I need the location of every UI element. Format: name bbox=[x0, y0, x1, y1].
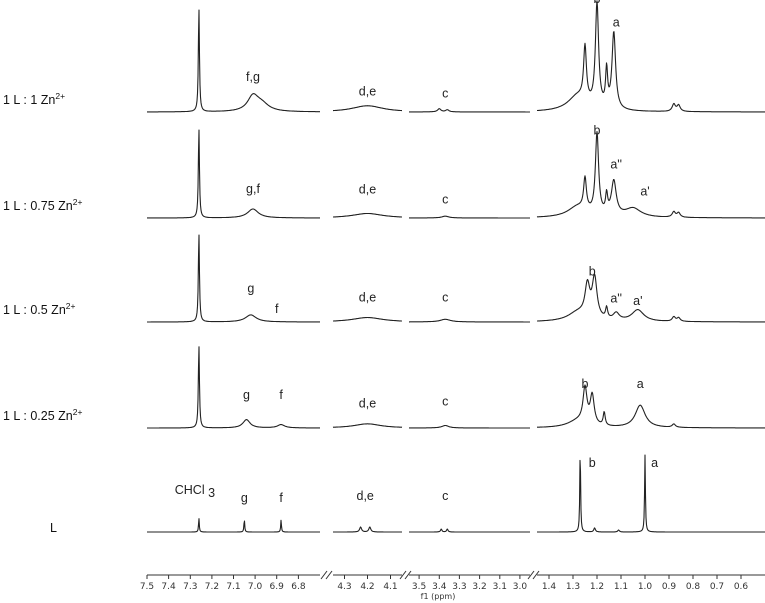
x-tick-label: 0.9 bbox=[662, 582, 677, 592]
peak-label: f,g bbox=[246, 70, 260, 84]
series-label: 1 L : 1 Zn2+ bbox=[3, 91, 65, 107]
series-label-superscript: 2+ bbox=[66, 301, 76, 311]
x-tick-label: 3.4 bbox=[432, 582, 447, 592]
peak-label: d,e bbox=[359, 84, 376, 98]
peak-label: a bbox=[637, 377, 644, 391]
series-label: 1 L : 0.75 Zn2+ bbox=[3, 197, 82, 213]
peak-label: f bbox=[279, 491, 283, 505]
x-tick-label: 3.1 bbox=[493, 582, 507, 592]
x-tick-label: 6.9 bbox=[270, 582, 285, 592]
spectrum-trace bbox=[146, 9, 321, 113]
spectra-traces bbox=[146, 0, 765, 533]
peak-label: d,e bbox=[359, 183, 376, 197]
spectrum-trace bbox=[332, 526, 403, 533]
peak-label: c bbox=[442, 395, 448, 409]
peak-label: d,e bbox=[359, 396, 376, 410]
peak-label: a bbox=[651, 456, 658, 470]
x-tick-label: 1.1 bbox=[614, 582, 628, 592]
axis-break-mark bbox=[532, 570, 540, 580]
spectrum-trace bbox=[332, 316, 403, 322]
peak-label: CHCl 3 bbox=[175, 483, 215, 500]
x-tick-label: 0.7 bbox=[710, 582, 724, 592]
peak-label: g,f bbox=[246, 182, 260, 196]
spectrum-trace bbox=[536, 384, 765, 429]
x-tick-label: 7.5 bbox=[140, 582, 154, 592]
x-tick-label: 4.1 bbox=[383, 582, 397, 592]
peak-label: d,e bbox=[359, 291, 376, 305]
peak-label: b bbox=[589, 456, 596, 470]
peak-label: g bbox=[247, 282, 254, 296]
x-axis: 7.5 7.4 7.3 7.2 7.1 7.0 6.9 6.8 4.3 4.2 4.1 3.5 3.4 3… bbox=[140, 570, 765, 592]
peak-label-subscript: 3 bbox=[208, 486, 215, 500]
peak-label: a' bbox=[633, 294, 642, 308]
x-tick-label: 3.0 bbox=[513, 582, 528, 592]
x-tick-label: 7.0 bbox=[248, 582, 263, 592]
spectrum-trace bbox=[536, 454, 765, 533]
x-tick-label: 7.4 bbox=[161, 582, 176, 592]
peak-label: c bbox=[442, 86, 448, 100]
peak-label: b bbox=[589, 265, 596, 279]
axis-break-mark bbox=[325, 570, 333, 580]
x-axis-label: f1 (ppm) bbox=[421, 592, 456, 601]
axis-break-mark bbox=[527, 570, 535, 580]
spectrum-trace bbox=[408, 215, 531, 219]
series-label: 1 L : 0.25 Zn2+ bbox=[3, 407, 82, 423]
spectrum-trace bbox=[408, 108, 531, 113]
peak-label: g bbox=[241, 491, 248, 505]
x-tick-label: 4.2 bbox=[360, 582, 374, 592]
peak-label: f bbox=[279, 388, 283, 402]
axis-break-mark bbox=[404, 570, 412, 580]
peak-label: c bbox=[442, 193, 448, 207]
x-tick-label: 1.0 bbox=[638, 582, 653, 592]
x-tick-label: 7.3 bbox=[183, 582, 197, 592]
x-tick-label: 6.8 bbox=[291, 582, 306, 592]
series-label: L bbox=[50, 521, 57, 535]
axis-break-mark bbox=[320, 570, 328, 580]
peak-label: a' bbox=[640, 185, 649, 199]
spectrum-trace bbox=[332, 423, 403, 428]
spectrum-trace bbox=[408, 424, 531, 429]
peak-label: b bbox=[582, 377, 589, 391]
spectrum-trace bbox=[146, 346, 321, 429]
x-tick-label: 7.2 bbox=[205, 582, 219, 592]
series-label-superscript: 2+ bbox=[73, 197, 83, 207]
peak-label: f bbox=[275, 302, 279, 316]
spectrum-trace bbox=[408, 528, 531, 533]
x-tick-label: 1.3 bbox=[566, 582, 580, 592]
x-tick-label: 7.1 bbox=[226, 582, 240, 592]
peak-annotations: f,g d,e c b a g,f d,e c b a'' a' g f d,e c b a'' a' g f d,e c… bbox=[175, 0, 658, 505]
spectrum-trace bbox=[146, 518, 321, 533]
peak-label: b bbox=[594, 123, 601, 137]
peak-label: a bbox=[613, 16, 620, 30]
spectrum-trace bbox=[332, 105, 403, 112]
spectrum-trace bbox=[536, 0, 765, 113]
x-tick-label: 1.2 bbox=[590, 582, 604, 592]
row-labels: 1 L : 1 Zn2+ 1 L : 0.75 Zn2+ 1 L : 0.5 Zn2… bbox=[3, 91, 82, 535]
spectrum-trace bbox=[146, 129, 321, 219]
peak-label: b bbox=[594, 0, 601, 6]
series-label: 1 L : 0.5 Zn2+ bbox=[3, 301, 76, 317]
peak-label: g bbox=[243, 388, 250, 402]
spectrum-trace bbox=[536, 130, 765, 219]
series-label-superscript: 2+ bbox=[55, 91, 65, 101]
spectrum-trace bbox=[536, 273, 765, 323]
x-tick-label: 4.3 bbox=[337, 582, 351, 592]
x-tick-label: 3.3 bbox=[452, 582, 466, 592]
x-tick-label: 0.8 bbox=[686, 582, 701, 592]
x-tick-label: 1.4 bbox=[542, 582, 557, 592]
x-tick-label: 0.6 bbox=[734, 582, 749, 592]
x-tick-label: 3.5 bbox=[412, 582, 426, 592]
axis-break-mark bbox=[399, 570, 407, 580]
series-label-superscript: 2+ bbox=[73, 407, 83, 417]
peak-label: d,e bbox=[357, 489, 374, 503]
peak-label: a'' bbox=[610, 158, 622, 172]
spectrum-trace bbox=[408, 318, 531, 323]
peak-label: a'' bbox=[610, 291, 622, 305]
peak-label: c bbox=[442, 291, 448, 305]
x-tick-label: 3.2 bbox=[472, 582, 486, 592]
spectrum-trace bbox=[146, 234, 321, 323]
spectrum-trace bbox=[332, 212, 403, 218]
peak-label: c bbox=[442, 489, 448, 503]
